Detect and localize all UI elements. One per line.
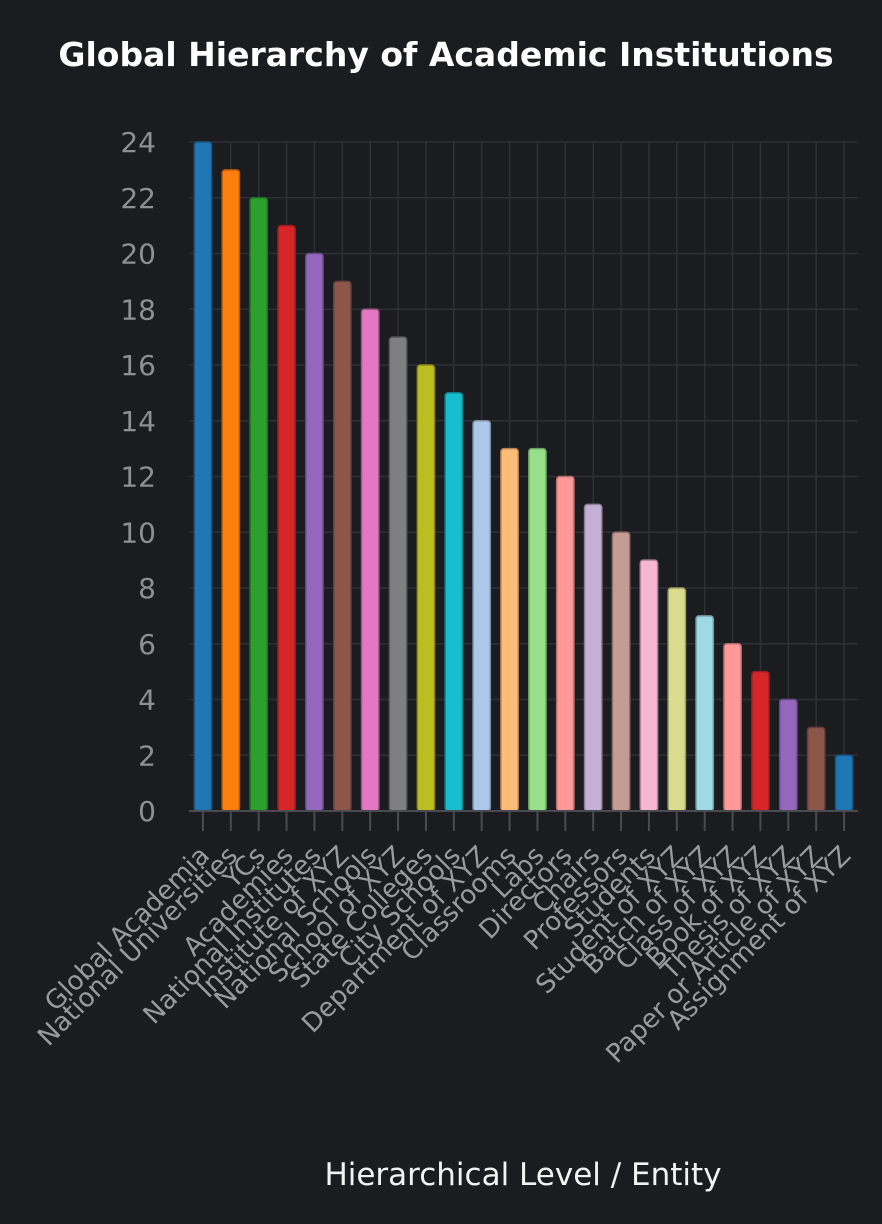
bars — [193, 141, 854, 812]
y-tick-label: 18 — [120, 293, 156, 326]
bar-13 — [528, 447, 547, 812]
bar-17 — [639, 559, 659, 812]
bar-1 — [193, 141, 213, 812]
bar-11 — [472, 420, 492, 812]
bar-2 — [221, 169, 241, 812]
y-tick-label: 20 — [120, 238, 156, 271]
y-tick-label: 4 — [138, 684, 156, 717]
bar-16 — [611, 531, 631, 812]
y-tick-label: 8 — [138, 572, 156, 605]
bar-19 — [695, 615, 715, 812]
axes — [189, 810, 858, 831]
x-axis-title: Hierarchical Level / Entity — [324, 1157, 721, 1193]
bar-22 — [778, 698, 798, 812]
y-tick-label: 0 — [138, 795, 156, 828]
bar-12 — [500, 447, 519, 812]
bar-5 — [305, 252, 324, 812]
y-tick-label: 2 — [138, 739, 156, 772]
bar-18 — [667, 587, 687, 812]
y-tick-label: 14 — [120, 405, 156, 438]
bar-15 — [583, 503, 603, 812]
bar-23 — [806, 726, 826, 812]
bar-3 — [249, 197, 269, 812]
chart-title: Global Hierarchy of Academic Institution… — [58, 35, 833, 74]
bar-21 — [751, 670, 770, 812]
y-tick-label: 10 — [120, 516, 156, 549]
y-tick-label: 12 — [120, 461, 156, 494]
bar-10 — [444, 392, 464, 812]
bar-7 — [360, 308, 380, 812]
y-tick-label: 6 — [138, 628, 156, 661]
y-tick-label: 16 — [120, 349, 156, 382]
bar-24 — [834, 754, 854, 812]
bar-9 — [416, 364, 436, 812]
bar-6 — [332, 280, 352, 812]
y-tick-label: 22 — [120, 182, 156, 215]
bar-20 — [723, 643, 742, 812]
bar-4 — [277, 224, 296, 812]
bar-8 — [388, 336, 408, 812]
bar-14 — [555, 475, 575, 812]
y-tick-label: 24 — [120, 126, 156, 159]
